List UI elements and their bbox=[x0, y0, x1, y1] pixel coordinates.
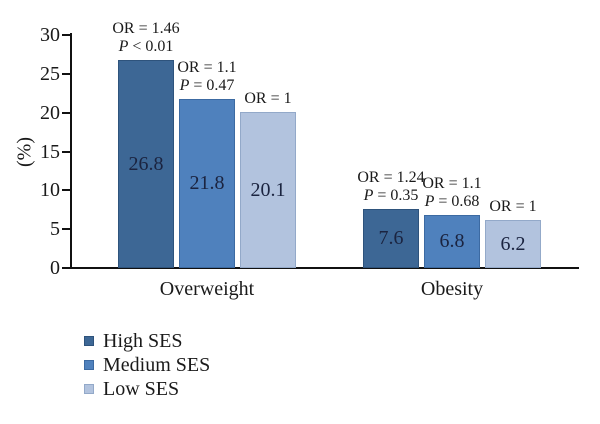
legend-item: High SES bbox=[84, 329, 210, 353]
bar-low-ses-obesity: 6.2 bbox=[485, 220, 541, 268]
y-axis-tick-label: 30 bbox=[40, 24, 60, 47]
legend-swatch bbox=[84, 360, 94, 370]
bar-value-label: 20.1 bbox=[250, 178, 286, 201]
y-axis-tick bbox=[62, 228, 70, 231]
x-axis-category-label: Obesity bbox=[420, 278, 484, 300]
y-axis-tick bbox=[62, 150, 70, 153]
legend-swatch bbox=[84, 384, 94, 394]
legend-item: Medium SES bbox=[84, 353, 210, 377]
bar-high-ses-overweight: 26.8 bbox=[118, 60, 174, 268]
or-annotation: OR = 1 bbox=[489, 198, 537, 215]
legend: High SES Medium SES Low SES bbox=[84, 329, 210, 401]
or-annotation: OR = 1.1 P = 0.47 bbox=[177, 59, 237, 94]
y-axis-tick bbox=[62, 267, 70, 269]
bar-low-ses-overweight: 20.1 bbox=[240, 112, 296, 268]
bar-medium-ses-overweight: 21.8 bbox=[179, 99, 235, 268]
y-axis-tick-label: 0 bbox=[50, 257, 60, 279]
legend-label: Low SES bbox=[103, 378, 180, 400]
bar-medium-ses-obesity: 6.8 bbox=[424, 215, 480, 268]
y-axis-tick bbox=[62, 111, 70, 114]
bar-value-label: 6.8 bbox=[439, 230, 465, 252]
or-annotation: OR = 1.46 P < 0.01 bbox=[112, 20, 180, 55]
bar-value-label: 21.8 bbox=[189, 172, 225, 194]
y-axis-tick bbox=[62, 73, 70, 75]
y-axis-tick-label: 10 bbox=[40, 179, 60, 202]
or-annotation: OR = 1 bbox=[244, 90, 292, 107]
y-axis-tick bbox=[62, 34, 70, 37]
legend-swatch bbox=[84, 336, 94, 346]
y-axis-line bbox=[70, 33, 72, 269]
bar-value-label: 26.8 bbox=[128, 152, 164, 175]
or-annotation: OR = 1.24 P = 0.35 bbox=[357, 169, 425, 204]
x-axis-category-label: Overweight bbox=[159, 278, 255, 300]
y-axis-tick-label: 25 bbox=[40, 63, 60, 85]
y-axis-tick-label: 20 bbox=[40, 101, 60, 124]
y-axis-tick-label: 5 bbox=[50, 218, 60, 241]
y-axis-tick bbox=[62, 189, 70, 192]
bar-value-label: 6.2 bbox=[500, 232, 526, 255]
x-axis-line bbox=[70, 267, 579, 269]
bar-value-label: 7.6 bbox=[378, 227, 404, 249]
legend-label: Medium SES bbox=[103, 354, 211, 376]
legend-item: Low SES bbox=[84, 377, 210, 401]
y-axis-tick-label: 15 bbox=[40, 140, 60, 163]
or-annotation: OR = 1.1 P = 0.68 bbox=[422, 175, 482, 210]
bar-high-ses-obesity: 7.6 bbox=[363, 209, 419, 268]
legend-label: High SES bbox=[103, 330, 183, 352]
